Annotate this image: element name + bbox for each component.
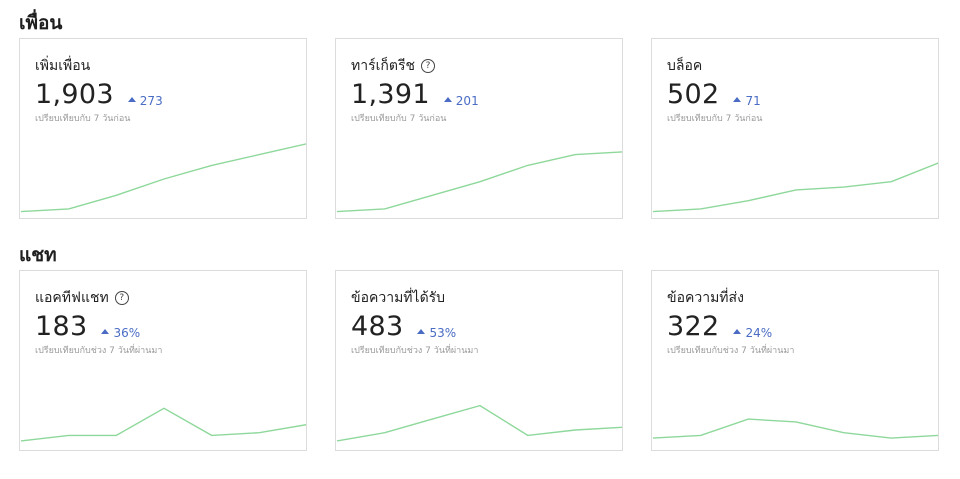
stat-card-active-chat: แอคทีฟแชท? 183 36% เปรียบเทียบกับช่วง 7 … xyxy=(19,270,307,451)
card-title-label: เพิ่มเพื่อน xyxy=(35,58,91,74)
value-row: 322 24% xyxy=(667,311,772,342)
stat-delta-value: 273 xyxy=(139,93,163,108)
stat-card-messages-sent: ข้อความที่ส่ง 322 24% เปรียบเทียบกับช่วง… xyxy=(651,270,939,451)
section-title-friends: เพื่อน xyxy=(19,12,63,34)
card-title-label: ข้อความที่ได้รับ xyxy=(351,290,446,306)
stat-delta-value: 53% xyxy=(429,325,457,340)
sparkline-chart xyxy=(336,404,622,442)
sparkline-chart xyxy=(652,162,938,213)
sparkline-chart xyxy=(20,143,306,213)
stat-delta-value: 36% xyxy=(113,325,141,340)
card-title: ข้อความที่ได้รับ xyxy=(351,287,445,309)
sparkline-line xyxy=(652,418,938,439)
help-circle-icon[interactable]: ? xyxy=(114,291,129,305)
stat-card-target-reach: ทาร์เก็ตรีช? 1,391 201 เปรียบเทียบกับ 7 … xyxy=(335,38,623,219)
sparkline-chart xyxy=(336,151,622,213)
stat-value: 502 xyxy=(667,79,720,110)
stat-card-messages-received: ข้อความที่ได้รับ 483 53% เปรียบเทียบกับช… xyxy=(335,270,623,451)
card-title-label: ทาร์เก็ตรีช xyxy=(351,58,415,74)
triangle-up-icon xyxy=(127,97,136,102)
stat-delta-value: 71 xyxy=(745,93,761,108)
section-title-chat: แชท xyxy=(19,244,57,266)
help-circle-icon[interactable]: ? xyxy=(420,59,435,73)
sparkline-line xyxy=(336,151,622,213)
compare-text: เปรียบเทียบกับ 7 วันก่อน xyxy=(35,114,131,124)
value-row: 1,903 273 xyxy=(35,79,163,110)
value-row: 1,391 201 xyxy=(351,79,479,110)
stat-value: 483 xyxy=(351,311,404,342)
stat-delta: 71 xyxy=(733,93,761,108)
compare-text: เปรียบเทียบกับ 7 วันก่อน xyxy=(351,114,447,124)
card-title: บล็อค xyxy=(667,55,702,77)
stat-card-add-friends: เพิ่มเพื่อน 1,903 273 เปรียบเทียบกับ 7 ว… xyxy=(19,38,307,219)
stat-value: 322 xyxy=(667,311,720,342)
triangle-up-icon xyxy=(417,329,426,334)
value-row: 502 71 xyxy=(667,79,761,110)
stat-delta: 273 xyxy=(127,93,163,108)
card-title: ข้อความที่ส่ง xyxy=(667,287,744,309)
compare-text: เปรียบเทียบกับช่วง 7 วันที่ผ่านมา xyxy=(35,346,163,356)
sparkline-line xyxy=(20,143,306,213)
stat-card-blocked: บล็อค 502 71 เปรียบเทียบกับ 7 วันก่อน xyxy=(651,38,939,219)
triangle-up-icon xyxy=(443,97,452,102)
stat-delta: 201 xyxy=(443,93,479,108)
compare-text: เปรียบเทียบกับ 7 วันก่อน xyxy=(667,114,763,124)
card-title-label: บล็อค xyxy=(667,58,703,74)
card-title-label: แอคทีฟแชท xyxy=(35,290,109,306)
sparkline-chart xyxy=(20,407,306,442)
triangle-up-icon xyxy=(101,329,110,334)
compare-text: เปรียบเทียบกับช่วง 7 วันที่ผ่านมา xyxy=(667,346,795,356)
stat-delta-value: 24% xyxy=(745,325,773,340)
value-row: 183 36% xyxy=(35,311,140,342)
triangle-up-icon xyxy=(733,97,742,102)
stat-value: 1,903 xyxy=(35,79,114,110)
card-title: ทาร์เก็ตรีช? xyxy=(351,55,435,77)
card-title: แอคทีฟแชท? xyxy=(35,287,129,309)
stat-delta: 53% xyxy=(417,326,456,340)
stat-value: 1,391 xyxy=(351,79,430,110)
sparkline-chart xyxy=(652,418,938,439)
sparkline-line xyxy=(336,404,622,442)
sparkline-line xyxy=(20,407,306,442)
sparkline-line xyxy=(652,162,938,213)
card-title: เพิ่มเพื่อน xyxy=(35,55,90,77)
triangle-up-icon xyxy=(733,329,742,334)
stat-value: 183 xyxy=(35,311,88,342)
stat-delta-value: 201 xyxy=(455,93,479,108)
stat-delta: 24% xyxy=(733,326,772,340)
value-row: 483 53% xyxy=(351,311,456,342)
card-title-label: ข้อความที่ส่ง xyxy=(667,290,744,306)
compare-text: เปรียบเทียบกับช่วง 7 วันที่ผ่านมา xyxy=(351,346,479,356)
stat-delta: 36% xyxy=(101,326,140,340)
